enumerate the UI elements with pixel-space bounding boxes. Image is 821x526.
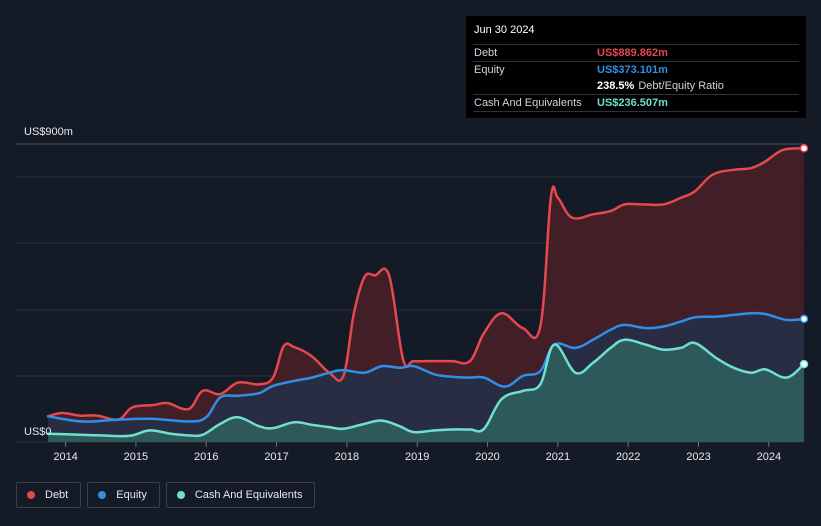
tooltip-debt-value: US$889.862m (597, 47, 668, 59)
x-tick-label: 2014 (53, 451, 77, 463)
data-tooltip: Jun 30 2024 Debt US$889.862m Equity US$3… (466, 16, 806, 118)
equity-dot-icon (98, 491, 107, 499)
x-tick-label: 2023 (686, 451, 710, 463)
tooltip-debt-row: Debt US$889.862m (473, 44, 799, 61)
legend-equity-label: Equity (116, 489, 147, 501)
x-axis-ticks: 2014 2015 2016 2017 2018 2019 2020 2021 2022 2023… (53, 442, 781, 463)
tooltip-cash-row: Cash And Equivalents US$236.507m (473, 94, 799, 112)
cash-end-marker (799, 359, 809, 369)
tooltip-equity-row: Equity US$373.101m (473, 61, 799, 78)
equity-end-marker (799, 314, 809, 324)
tooltip-equity-value: US$373.101m (597, 64, 668, 76)
tooltip-cash-value: US$236.507m (597, 97, 668, 109)
x-tick-label: 2024 (757, 451, 781, 463)
x-tick-label: 2020 (475, 451, 499, 463)
x-tick-label: 2021 (546, 451, 570, 463)
chart-lines (46, 147, 806, 438)
tooltip-ratio-value: 238.5% (597, 80, 635, 92)
cash-line (46, 338, 806, 438)
x-tick-label: 2018 (335, 451, 359, 463)
legend-equity-toggle[interactable]: Equity (87, 482, 160, 508)
legend-debt-toggle[interactable]: Debt (16, 482, 82, 508)
equity-line (46, 311, 806, 423)
tooltip-ratio-label: Debt/Equity Ratio (638, 80, 724, 92)
cash-dot-icon (176, 491, 185, 499)
tooltip-debt-label: Debt (474, 47, 498, 59)
tooltip-equity-label: Equity (474, 64, 505, 76)
debt-dot-icon (27, 491, 35, 499)
chart-legend: Debt Equity Cash And Equivalents (16, 482, 316, 508)
x-tick-label: 2017 (264, 451, 288, 463)
cash-area (48, 339, 804, 442)
legend-cash-label: Cash And Equivalents (194, 489, 303, 501)
tooltip-date: Jun 30 2024 (474, 24, 535, 36)
legend-cash-toggle[interactable]: Cash And Equivalents (165, 482, 316, 508)
tooltip-ratio-row: 238.5% Debt/Equity Ratio (473, 78, 799, 94)
tooltip-cash-label: Cash And Equivalents (474, 97, 582, 109)
x-tick-label: 2016 (194, 451, 218, 463)
chart-end-markers (799, 144, 809, 369)
legend-debt-label: Debt (45, 489, 69, 501)
chart-areas (48, 148, 804, 443)
y-axis-bottom-label: US$0 (24, 426, 52, 438)
x-tick-label: 2015 (124, 451, 148, 463)
debt-end-marker (799, 144, 809, 153)
y-axis-top-label: US$900m (24, 126, 73, 138)
x-tick-label: 2019 (405, 451, 429, 463)
x-tick-label: 2022 (616, 451, 640, 463)
